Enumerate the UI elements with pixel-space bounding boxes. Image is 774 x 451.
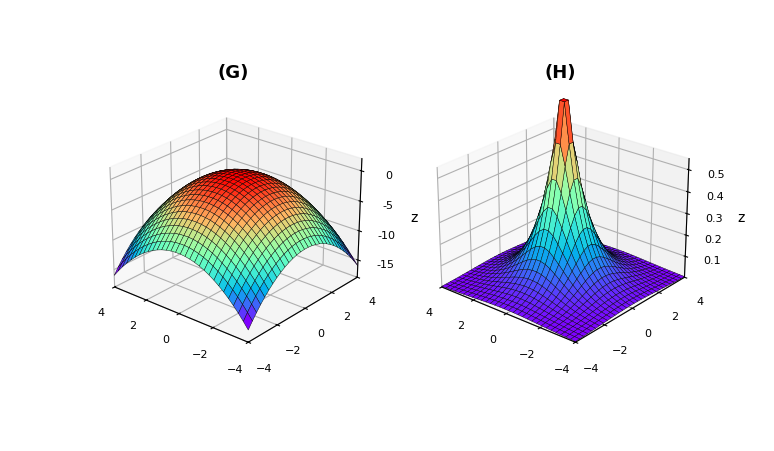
Title: (H): (H) <box>545 64 576 82</box>
Title: (G): (G) <box>217 64 248 82</box>
